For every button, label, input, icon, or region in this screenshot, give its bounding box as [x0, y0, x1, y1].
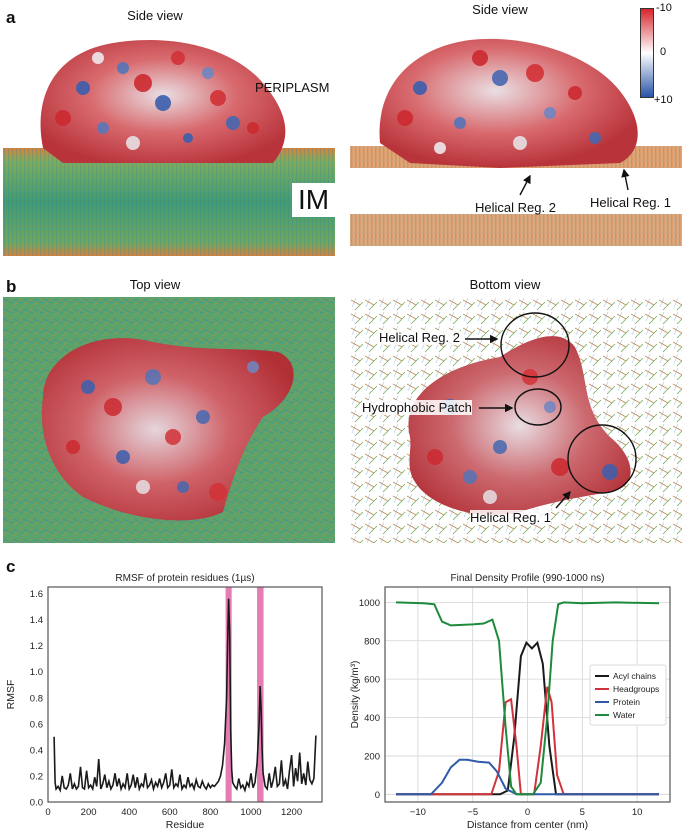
rmsf-xtick-label: 1200 — [281, 807, 302, 818]
panel-b-helical-reg-1: Helical Reg. 1 — [470, 510, 551, 525]
density-ytick-label: 1000 — [359, 598, 380, 609]
colorbar-mid-label: 0 — [660, 46, 667, 58]
density-xaxis-label: Distance from center (nm) — [467, 819, 588, 831]
density-series-acyl-chains — [396, 640, 659, 796]
side-view-membrane-image — [3, 28, 335, 256]
periplasm-label: PERIPLASM — [255, 80, 330, 95]
panel-a-helical-reg-2: Helical Reg. 2 — [475, 200, 556, 215]
rmsf-plot-frame — [47, 586, 323, 803]
side-view-protein-image — [350, 28, 682, 256]
rmsf-chart: RMSF of protein residues (1µs) 0.0 0.2 0.4 0… — [5, 573, 323, 831]
density-ytick-label: 600 — [364, 675, 380, 686]
rmsf-ytick-label: 1.2 — [30, 641, 43, 652]
density-legend-box — [589, 664, 667, 726]
rmsf-xaxis-label: Residue — [166, 819, 205, 831]
density-ytick-label: 800 — [364, 636, 380, 647]
top-view-image — [3, 297, 335, 543]
density-xtick-label: 5 — [580, 807, 585, 818]
panel-b-left-title: Top view — [129, 277, 181, 292]
density-series-protein — [396, 758, 659, 796]
density-ytick-label: 400 — [364, 713, 380, 724]
density-ytick-label: 0 — [375, 790, 380, 801]
rmsf-ytick-label: 1.4 — [30, 615, 43, 626]
density-series-water — [395, 601, 660, 796]
density-xtick-label: 0 — [525, 807, 530, 818]
density-plot-frame — [384, 586, 671, 803]
density-legend-label: Water — [613, 710, 636, 720]
density-yaxis-label: Density (kg/m³) — [350, 661, 361, 729]
im-label: IM — [292, 183, 336, 217]
rmsf-xtick-label: 800 — [202, 807, 218, 818]
rmsf-ytick-label: 0.4 — [30, 745, 43, 756]
panel-a-helical-reg-1: Helical Reg. 1 — [590, 195, 671, 210]
panel-b-helical-reg-2: Helical Reg. 2 — [379, 330, 460, 345]
density-ytick-label: 200 — [364, 751, 380, 762]
rmsf-chart-title: RMSF of protein residues (1µs) — [115, 573, 254, 584]
panel-a-left-title: Side view — [127, 8, 183, 23]
panel-a-right-title: Side view — [472, 2, 528, 17]
density-xtick-label: −5 — [467, 807, 478, 818]
rmsf-ytick-label: 0.2 — [30, 771, 43, 782]
density-chart: Final Density Profile (990-1000 ns) −10 −5… — [350, 573, 671, 831]
rmsf-xtick-label: 600 — [162, 807, 178, 818]
rmsf-ytick-label: 0.0 — [30, 798, 43, 809]
rmsf-ytick-label: 1.0 — [30, 667, 43, 678]
rmsf-xtick-label: 200 — [81, 807, 97, 818]
bottom-view-image — [350, 297, 682, 543]
rmsf-series-line — [53, 598, 317, 793]
panel-b-right-title: Bottom view — [469, 277, 541, 292]
rmsf-xtick-label: 0 — [45, 807, 50, 818]
density-chart-title: Final Density Profile (990-1000 ns) — [451, 573, 605, 584]
density-legend-label: Headgroups — [613, 684, 659, 694]
rmsf-ytick-label: 1.6 — [30, 589, 43, 600]
electrostatic-colorbar — [640, 8, 654, 98]
rmsf-yaxis-label: RMSF — [5, 680, 17, 710]
colorbar-top-label: -10 — [656, 2, 672, 14]
density-legend-label: Acyl chains — [613, 671, 656, 681]
panel-letter-a: a — [6, 8, 16, 27]
rmsf-highlight-band-1 — [225, 587, 232, 802]
colorbar-bottom-label: +10 — [654, 94, 673, 106]
panel-letter-b: b — [6, 277, 17, 296]
hydrophobic-patch-label: Hydrophobic Patch — [362, 400, 472, 415]
rmsf-xtick-label: 400 — [121, 807, 137, 818]
panel-letter-c: c — [6, 557, 16, 576]
rmsf-ytick-label: 0.6 — [30, 719, 43, 730]
density-xtick-label: −10 — [410, 807, 426, 818]
rmsf-ytick-label: 0.8 — [30, 693, 43, 704]
rmsf-xtick-label: 1000 — [240, 807, 261, 818]
panel-a-arrows — [519, 168, 630, 196]
density-xtick-label: 10 — [632, 807, 643, 818]
density-legend-label: Protein — [613, 697, 640, 707]
panel-b-arrows — [465, 334, 571, 509]
